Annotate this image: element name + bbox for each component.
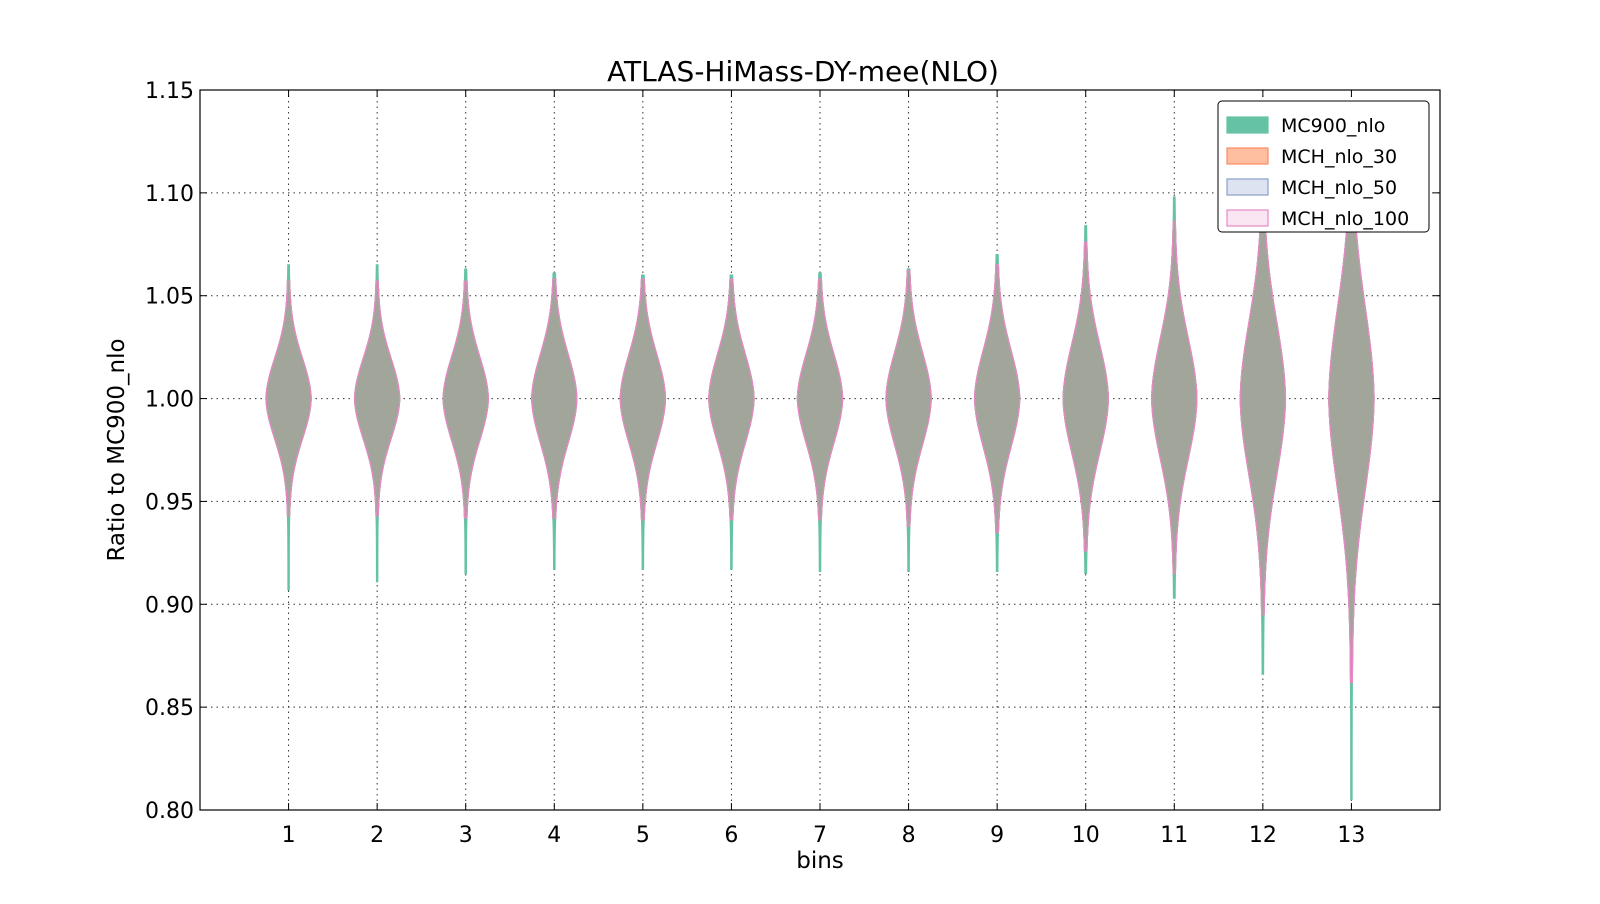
y-tick-label: 1.05 — [145, 285, 194, 310]
tick-layer: 1 2 3 4 5 6 7 8 9 10 11 12 130.800.850.900.951.001.0… — [145, 79, 1440, 848]
legend: MC900_nlo MCH_nlo_30 MCH_nlo_50 MCH_nlo_100 — [1217, 100, 1430, 233]
legend-swatch — [1226, 147, 1269, 165]
legend-label: MCH_nlo_100 — [1281, 208, 1409, 230]
violin-mch-nlo-100-bin-3 — [442, 280, 489, 519]
x-tick-label: 9 — [990, 823, 1004, 848]
y-axis-label: Ratio to MC900_nlo — [104, 338, 130, 561]
violin-mch-nlo-100-bin-12 — [1239, 171, 1287, 616]
violin-mch-nlo-100-bin-8 — [885, 270, 932, 527]
x-tick-label: 11 — [1160, 823, 1188, 848]
x-tick-label: 7 — [813, 823, 827, 848]
y-tick-label: 0.85 — [145, 696, 194, 721]
violin-series-mch-nlo-100 — [265, 134, 1375, 684]
legend-label: MCH_nlo_30 — [1281, 146, 1397, 168]
violin-mch-nlo-100-bin-5 — [619, 278, 667, 521]
x-tick-label: 3 — [459, 823, 473, 848]
x-tick-label: 13 — [1337, 823, 1365, 848]
x-tick-label: 1 — [282, 823, 296, 848]
y-tick-label: 0.95 — [145, 490, 194, 515]
violin-mch-nlo-100-bin-11 — [1151, 221, 1198, 575]
legend-label: MCH_nlo_50 — [1281, 177, 1397, 199]
x-tick-label: 10 — [1072, 823, 1100, 848]
legend-swatch — [1226, 116, 1269, 134]
violin-mch-nlo-100-bin-6 — [708, 278, 755, 521]
violin-mch-nlo-100-bin-7 — [796, 278, 844, 521]
violin-mch-nlo-100-bin-2 — [353, 280, 401, 517]
violin-mch-nlo-100-bin-9 — [973, 264, 1021, 533]
x-tick-label: 6 — [724, 823, 738, 848]
violin-mch-nlo-100-bin-13 — [1328, 134, 1375, 684]
violin-layer — [265, 130, 1375, 801]
x-axis-label: bins — [796, 848, 844, 874]
y-tick-label: 1.10 — [145, 182, 194, 207]
x-tick-label: 8 — [902, 823, 916, 848]
legend-swatch — [1226, 209, 1269, 227]
legend-box — [1217, 100, 1430, 233]
chart-title: ATLAS-HiMass-DY-mee(NLO) — [607, 55, 999, 88]
legend-swatch — [1226, 178, 1269, 196]
violin-mch-nlo-100-bin-10 — [1062, 241, 1109, 552]
y-tick-label: 0.80 — [145, 799, 194, 824]
violin-mch-nlo-100-bin-4 — [531, 278, 578, 519]
y-tick-label: 1.15 — [145, 79, 194, 104]
y-tick-label: 0.90 — [145, 593, 194, 618]
legend-label: MC900_nlo — [1281, 115, 1385, 137]
violin-mch-nlo-100-bin-1 — [265, 280, 312, 517]
x-tick-label: 2 — [370, 823, 384, 848]
x-tick-label: 12 — [1249, 823, 1277, 848]
y-tick-label: 1.00 — [145, 388, 194, 413]
x-tick-label: 4 — [547, 823, 561, 848]
x-tick-label: 5 — [636, 823, 650, 848]
